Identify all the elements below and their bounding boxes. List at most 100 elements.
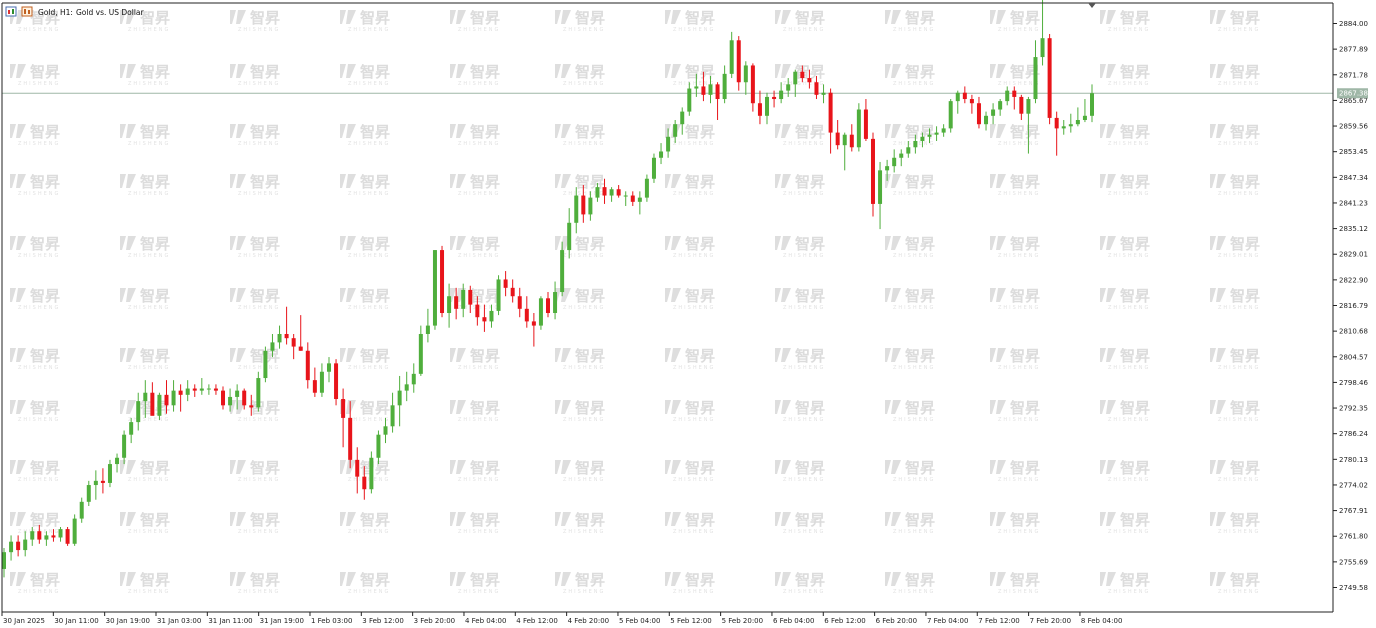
chart-window-icon-2[interactable] bbox=[21, 6, 33, 17]
candle-bullish bbox=[30, 526, 35, 546]
watermark-sub: ZHISHENG bbox=[348, 253, 390, 259]
candle-body bbox=[425, 325, 430, 334]
candle-body bbox=[630, 195, 635, 202]
watermark-sub: ZHISHENG bbox=[783, 27, 825, 33]
candle-body bbox=[793, 71, 798, 85]
watermark-brand: 智昇 bbox=[360, 287, 390, 305]
watermark-sub: ZHISHENG bbox=[563, 253, 605, 259]
candle-body bbox=[16, 541, 21, 551]
watermark-brand: 智昇 bbox=[795, 399, 825, 417]
watermark-brand: 智昇 bbox=[1230, 123, 1260, 141]
watermark-brand: 智昇 bbox=[140, 459, 170, 477]
watermark-sub: ZHISHENG bbox=[18, 81, 60, 87]
watermark-sub: ZHISHENG bbox=[128, 27, 170, 33]
candle-bearish bbox=[213, 384, 218, 395]
chart-shift-marker-icon[interactable] bbox=[1088, 3, 1096, 8]
x-tick-label: 31 Jan 11:00 bbox=[208, 617, 252, 625]
candle-body bbox=[44, 535, 49, 540]
watermark-sub: ZHISHENG bbox=[1108, 529, 1150, 535]
watermark-sub: ZHISHENG bbox=[18, 191, 60, 197]
watermark-brand: 智昇 bbox=[360, 347, 390, 365]
watermark-sub: ZHISHENG bbox=[673, 529, 715, 535]
candle-body bbox=[920, 136, 925, 141]
candle-body bbox=[729, 40, 734, 74]
watermark-brand: 智昇 bbox=[360, 399, 390, 417]
x-tick-label: 30 Jan 2025 bbox=[3, 617, 45, 625]
candle-body bbox=[65, 529, 70, 544]
watermark-brand: 智昇 bbox=[795, 571, 825, 589]
watermark-sub: ZHISHENG bbox=[1108, 365, 1150, 371]
candle-body bbox=[157, 394, 162, 416]
watermark-sub: ZHISHENG bbox=[893, 81, 935, 87]
watermark-sub: ZHISHENG bbox=[348, 529, 390, 535]
y-tick-label: 2767.91 bbox=[1339, 507, 1368, 515]
watermark-sub: ZHISHENG bbox=[1218, 191, 1260, 197]
candle-bullish bbox=[122, 430, 127, 465]
candle-bullish bbox=[199, 378, 204, 395]
watermark-sub: ZHISHENG bbox=[563, 365, 605, 371]
y-tick-label: 2841.23 bbox=[1339, 199, 1368, 207]
watermark-brand: 智昇 bbox=[1230, 63, 1260, 81]
candle-body bbox=[1090, 93, 1094, 116]
candle-body bbox=[814, 82, 819, 95]
watermark-sub: ZHISHENG bbox=[783, 253, 825, 259]
watermark-brand: 智昇 bbox=[685, 123, 715, 141]
candle-bearish bbox=[468, 285, 473, 314]
candle-body bbox=[411, 373, 416, 385]
watermark-sub: ZHISHENG bbox=[1218, 477, 1260, 483]
watermark-brand: 智昇 bbox=[1230, 9, 1260, 27]
watermark-sub: ZHISHENG bbox=[673, 253, 715, 259]
candle-body bbox=[9, 541, 14, 553]
candle-bearish bbox=[1054, 111, 1059, 156]
candle-bearish bbox=[221, 386, 226, 410]
y-tick-label: 2804.57 bbox=[1339, 353, 1368, 361]
candle-bullish bbox=[687, 82, 692, 116]
x-tick-label: 8 Feb 04:00 bbox=[1081, 617, 1122, 625]
watermark-sub: ZHISHENG bbox=[458, 81, 500, 87]
candle-body bbox=[291, 338, 296, 347]
candle-body bbox=[743, 65, 748, 83]
candle-body bbox=[129, 422, 134, 435]
candle-bearish bbox=[341, 388, 346, 448]
watermark-sub: ZHISHENG bbox=[238, 417, 280, 423]
candle-bearish bbox=[362, 466, 367, 500]
candle-bearish bbox=[701, 71, 706, 102]
candle-body bbox=[79, 501, 84, 519]
candle-body bbox=[750, 65, 755, 104]
candle-body bbox=[517, 296, 522, 309]
watermark-brand: 智昇 bbox=[575, 287, 605, 305]
watermark-brand: 智昇 bbox=[795, 459, 825, 477]
candle-bearish bbox=[524, 296, 529, 328]
chart-window-icon[interactable] bbox=[5, 6, 17, 17]
watermark-brand: 智昇 bbox=[575, 459, 605, 477]
watermark-sub: ZHISHENG bbox=[893, 27, 935, 33]
watermark-sub: ZHISHENG bbox=[1218, 141, 1260, 147]
candle-body bbox=[524, 308, 529, 322]
watermark-sub: ZHISHENG bbox=[128, 191, 170, 197]
x-tick-label: 3 Feb 12:00 bbox=[362, 617, 403, 625]
candle-body bbox=[221, 390, 226, 406]
watermark-sub: ZHISHENG bbox=[1218, 589, 1260, 595]
watermark-sub: ZHISHENG bbox=[783, 81, 825, 87]
watermark-sub: ZHISHENG bbox=[673, 365, 715, 371]
y-tick-label: 2798.46 bbox=[1339, 379, 1368, 387]
watermark-sub: ZHISHENG bbox=[563, 27, 605, 33]
